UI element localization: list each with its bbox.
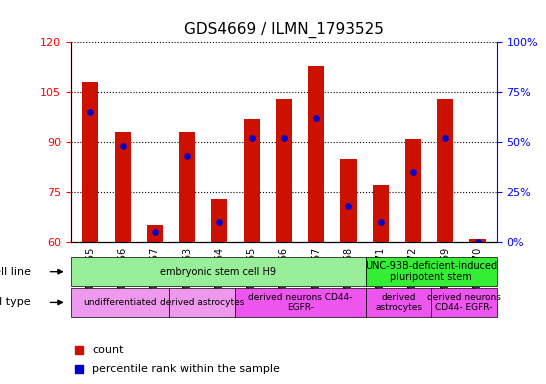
- Bar: [470, 238, 485, 242]
- Text: count: count: [92, 345, 124, 355]
- Point: [312, 115, 321, 121]
- Text: UNC-93B-deficient-induced
pluripotent stem: UNC-93B-deficient-induced pluripotent st…: [365, 261, 497, 283]
- Bar: [366, 288, 431, 317]
- Point: [376, 219, 385, 225]
- Bar: [71, 257, 366, 286]
- Text: percentile rank within the sample: percentile rank within the sample: [92, 364, 280, 374]
- Text: cell line: cell line: [0, 266, 31, 277]
- Point: [247, 135, 256, 141]
- Bar: [308, 66, 324, 242]
- Bar: [82, 82, 98, 242]
- Text: cell type: cell type: [0, 297, 31, 308]
- Bar: [366, 257, 497, 286]
- Point: [473, 239, 482, 245]
- Text: undifferentiated: undifferentiated: [84, 298, 157, 307]
- Point: [215, 219, 224, 225]
- Bar: [71, 288, 169, 317]
- Title: GDS4669 / ILMN_1793525: GDS4669 / ILMN_1793525: [184, 22, 384, 38]
- Bar: [372, 185, 389, 242]
- Bar: [431, 288, 497, 317]
- Point: [357, 82, 366, 88]
- Point: [280, 135, 288, 141]
- Point: [151, 229, 159, 235]
- Bar: [437, 99, 453, 242]
- Point: [118, 143, 127, 149]
- Bar: [211, 199, 228, 242]
- Point: [408, 169, 417, 175]
- Point: [183, 153, 192, 159]
- Text: embryonic stem cell H9: embryonic stem cell H9: [161, 266, 276, 277]
- Text: derived astrocytes: derived astrocytes: [160, 298, 244, 307]
- Point: [344, 203, 353, 209]
- Bar: [276, 99, 292, 242]
- Text: derived
astrocytes: derived astrocytes: [375, 293, 422, 312]
- Bar: [115, 132, 130, 242]
- Bar: [244, 119, 260, 242]
- Point: [357, 249, 366, 255]
- Point: [86, 109, 94, 115]
- Bar: [179, 132, 195, 242]
- Bar: [147, 225, 163, 242]
- Text: derived neurons CD44-
EGFR-: derived neurons CD44- EGFR-: [248, 293, 353, 312]
- Bar: [235, 288, 366, 317]
- Text: derived neurons
CD44- EGFR-: derived neurons CD44- EGFR-: [427, 293, 501, 312]
- Bar: [169, 288, 235, 317]
- Bar: [340, 159, 357, 242]
- Bar: [405, 139, 421, 242]
- Point: [441, 135, 449, 141]
